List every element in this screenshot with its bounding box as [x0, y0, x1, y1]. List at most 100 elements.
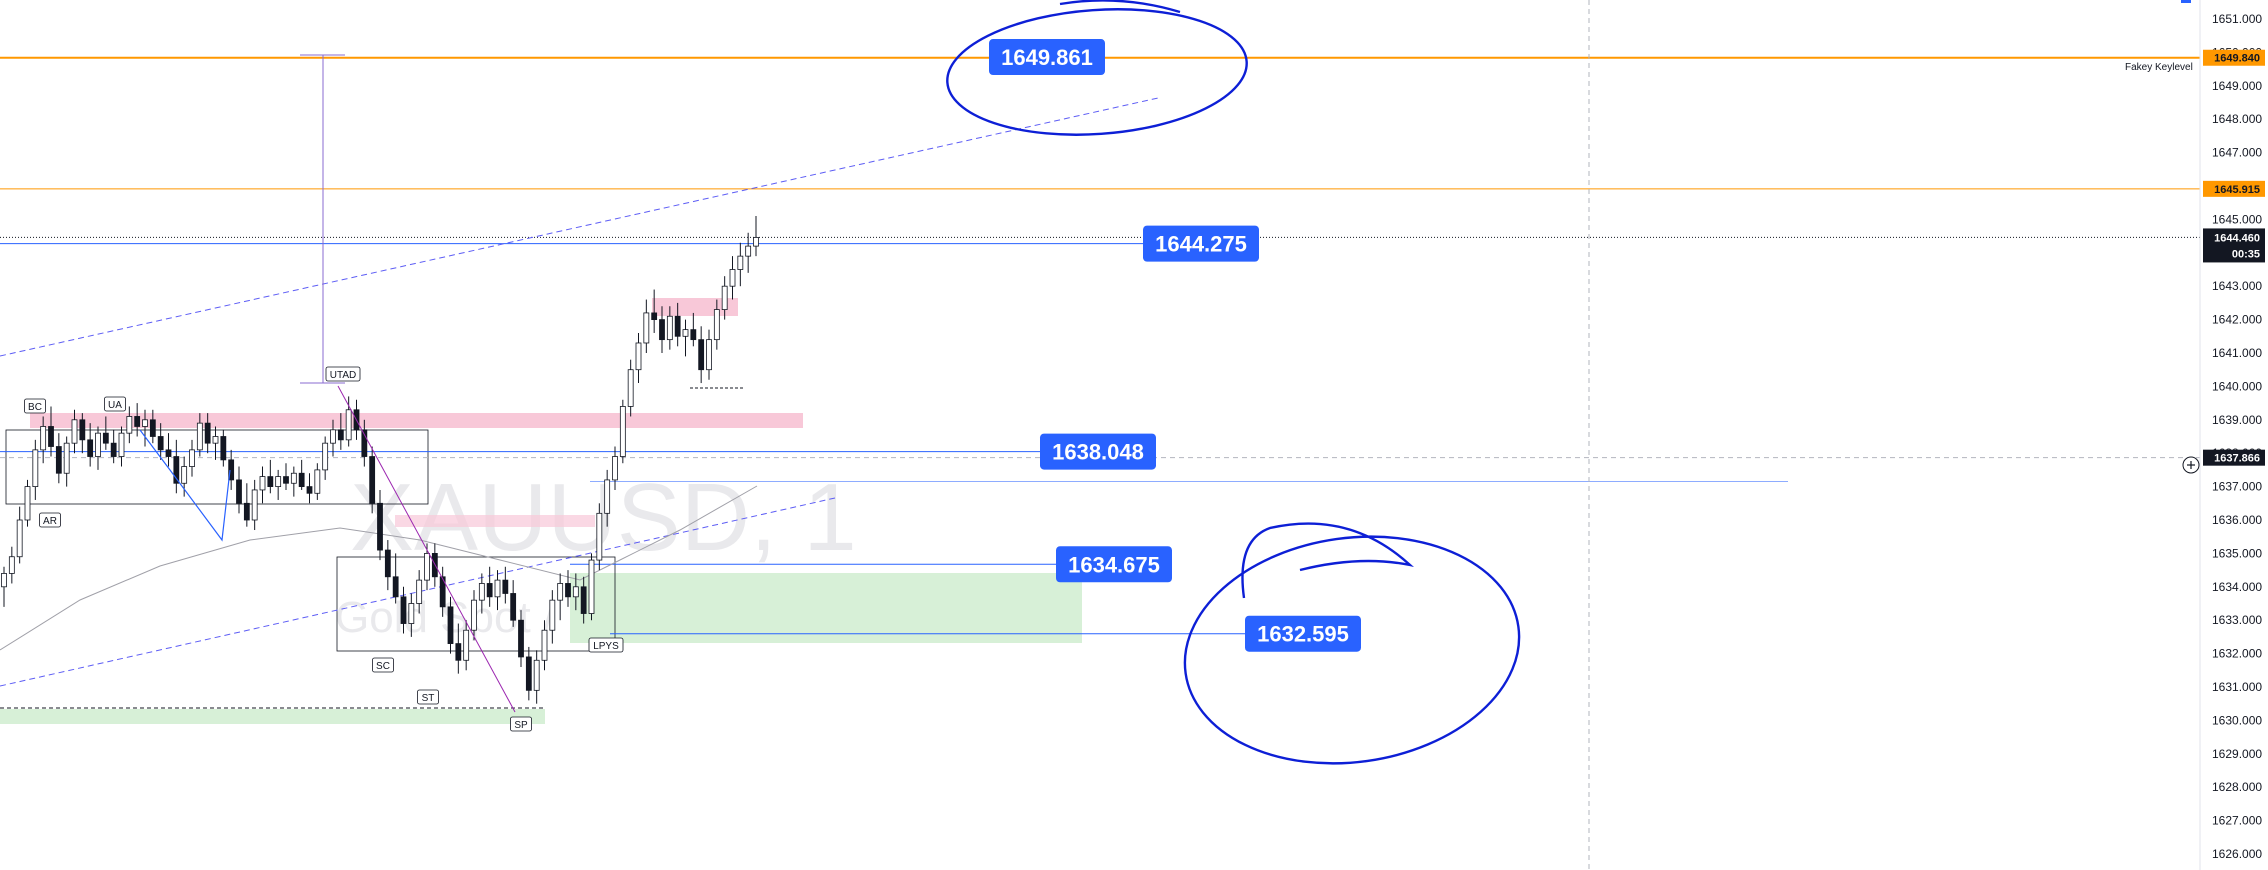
candles-layer: [1, 216, 759, 704]
candle-body-up: [541, 629, 548, 661]
candle-body-down: [392, 576, 399, 598]
price-callout[interactable]: 1644.275: [1143, 225, 1259, 262]
candle: [682, 319, 689, 357]
wyckoff-label-box: [417, 689, 439, 705]
candle-body-down: [204, 422, 211, 444]
price-callout-text: 1649.861: [1001, 45, 1093, 70]
price-axis[interactable]: 1651.0001650.0001649.0001648.0001647.000…: [2181, 0, 2265, 870]
price-tick-label: 1648.000: [2212, 112, 2262, 126]
wyckoff-label-text: LPYS: [593, 641, 619, 652]
candle: [110, 429, 117, 464]
candle-body-down: [228, 459, 235, 481]
candle: [463, 620, 470, 671]
candle-body-down: [439, 576, 446, 608]
axis-badge-box: [2203, 180, 2265, 197]
candle: [400, 586, 407, 634]
price-callout-box: [1040, 433, 1156, 470]
price-callout[interactable]: 1632.595: [1245, 615, 1361, 652]
price-callout[interactable]: 1649.861: [989, 39, 1105, 76]
candle: [243, 483, 250, 527]
price-callout-box: [989, 39, 1105, 76]
candle-body-down: [455, 643, 462, 661]
candle-body-up: [251, 489, 258, 521]
candle: [674, 302, 681, 347]
candle: [71, 409, 78, 454]
candle-body-down: [361, 429, 368, 457]
candle: [619, 399, 626, 464]
candle-body-up: [212, 436, 219, 444]
candle-body-down: [659, 319, 665, 341]
candle-body-up: [290, 472, 297, 484]
candle-body-down: [447, 606, 454, 644]
candle: [314, 463, 321, 500]
current-price-text: 1644.460: [2214, 232, 2260, 244]
candle: [408, 593, 415, 637]
candle-body-down: [134, 416, 141, 427]
candle: [267, 459, 274, 494]
axis-price-badge: 1649.840: [2203, 49, 2265, 66]
demand-zone: [570, 573, 1082, 643]
price-tick-label: 1636.000: [2212, 513, 2262, 527]
wyckoff-label: SC: [372, 657, 394, 673]
price-callout[interactable]: 1638.048: [1040, 433, 1156, 470]
add-alert-icon[interactable]: [2182, 456, 2200, 474]
candle-body-up: [189, 449, 195, 467]
candle-body-down: [55, 446, 62, 474]
candle: [690, 312, 697, 347]
candle: [251, 479, 258, 531]
price-callout-box: [1056, 546, 1172, 583]
candle-body-down: [377, 502, 383, 551]
candle-body-down: [565, 583, 571, 598]
candle-body-up: [706, 339, 712, 371]
candle: [541, 620, 548, 671]
candle: [729, 256, 736, 300]
candle-body-up: [8, 556, 15, 574]
candle-body-down: [690, 329, 697, 341]
candle-body-down: [102, 432, 109, 444]
price-labels-layer[interactable]: 1649.861 1644.275 1638.048 1634.675 1632.595: [989, 39, 1361, 652]
candle: [478, 573, 485, 614]
candle: [604, 469, 611, 527]
candle-body-up: [745, 245, 752, 257]
candle-body-up: [604, 479, 611, 514]
price-callout-text: 1632.595: [1257, 622, 1349, 647]
candle: [102, 416, 109, 450]
wyckoff-label: AR: [39, 512, 61, 528]
candle: [416, 570, 423, 614]
candle: [447, 596, 454, 654]
candle: [345, 396, 352, 447]
wyckoff-label-box: [372, 657, 394, 673]
candle-body-up: [682, 329, 689, 337]
candle: [753, 216, 759, 257]
price-callout-box: [1245, 615, 1361, 652]
utad-to-sp-line: [337, 385, 516, 713]
price-tick-label: 1630.000: [2212, 713, 2262, 727]
candle-body-up: [424, 553, 430, 581]
candle-body-down: [243, 502, 250, 521]
candle-body-down: [87, 439, 94, 457]
candle: [518, 610, 524, 667]
wyckoff-label: LPYS: [588, 637, 624, 653]
wyckoff-label: SP: [510, 716, 532, 732]
candle-body-down: [173, 456, 180, 484]
supply-zone-lower: [395, 515, 595, 527]
price-tick-label: 1626.000: [2212, 847, 2262, 861]
candle-body-down: [157, 436, 164, 451]
price-tick-label: 1631.000: [2212, 680, 2262, 694]
candle-body-up: [181, 466, 188, 484]
candle-body-down: [79, 419, 86, 441]
price-tick-label: 1639.000: [2212, 413, 2262, 427]
candle: [635, 332, 642, 384]
candle: [337, 413, 344, 450]
candle-body-down: [674, 315, 681, 337]
candle-body-up: [729, 269, 736, 287]
candle: [651, 289, 658, 333]
axis-badge-box: [2203, 49, 2265, 66]
moving-average-line: [0, 485, 758, 651]
candle: [165, 433, 172, 467]
candle: [384, 540, 391, 591]
price-callout[interactable]: 1634.675: [1056, 546, 1172, 583]
candle: [204, 413, 211, 454]
